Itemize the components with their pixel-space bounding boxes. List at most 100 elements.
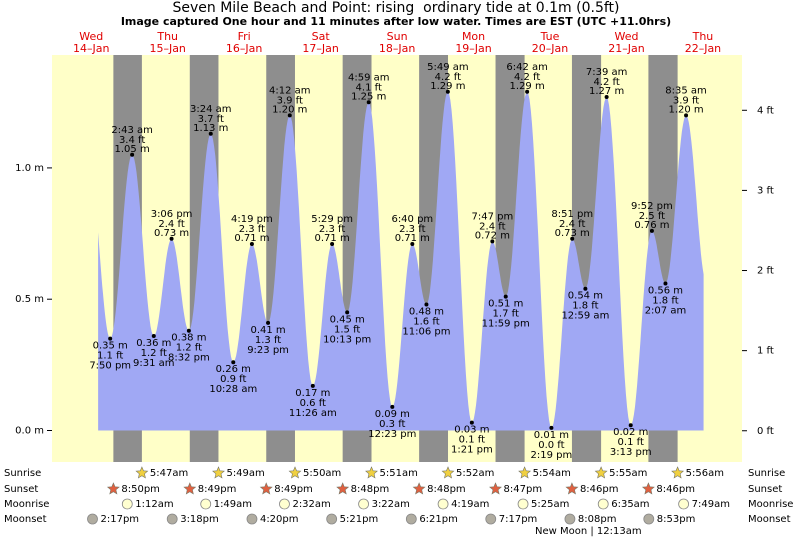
moonrise-icon [437,498,449,510]
tide-label: 4.2 ft [593,77,619,88]
tide-point [345,310,350,315]
tide-point [208,131,213,136]
tide-label: 0.48 m [409,306,444,317]
tide-label: 0.71 m [395,233,430,244]
almanac-time: 8:49pm [274,484,313,495]
tide-point [410,242,415,247]
moonset-icon [643,513,655,525]
tide-label: 1.2 ft [176,343,202,354]
moonset-icon [326,513,338,525]
tide-time: 3:24 am [190,104,232,115]
day-date: 17–Jan [302,42,338,55]
tide-label: 0.0 ft [538,440,564,451]
tide-label: 1.6 ft [413,316,439,327]
sun-icon [441,466,455,479]
tide-point [570,236,575,241]
tide-label: 1.27 m [589,86,624,97]
tide-label: 1.29 m [430,81,465,92]
moonset-icon [87,513,98,525]
tide-point [366,100,371,105]
y-tick-label: 1.0 m [15,163,44,174]
almanac-time: 5:55am [609,468,647,479]
sun-icon [259,482,273,495]
sun-icon [671,466,685,479]
almanac-time: 8:53pm [657,514,696,525]
tide-label: 0.54 m [568,291,603,302]
tide-time: 10:28 am [209,384,257,395]
day-weekday: Sat [312,30,331,43]
row-label: Moonset [748,514,791,525]
sun-icon [336,482,350,495]
row-label: Sunset [4,484,38,495]
tide-time: 12:23 pm [368,429,416,440]
tide-time: 7:47 pm [471,211,513,222]
tide-point [130,152,135,157]
tide-time: 9:31 am [133,358,175,369]
almanac-time: 8:46pm [656,484,695,495]
almanac-time: 3:22am [372,499,410,510]
almanac-time: 4:20pm [260,514,299,525]
tide-time: 8:35 am [665,85,707,96]
tide-label: 0.26 m [216,364,251,375]
almanac-time: 8:48pm [427,484,466,495]
tide-label: 0.45 m [330,314,365,325]
sun-icon [212,466,225,479]
tide-time: 11:06 pm [402,326,450,337]
sun-icon [641,482,655,495]
tide-label: 1.7 ft [493,309,519,320]
chart-subtitle: Image captured One hour and 11 minutes a… [121,15,671,28]
tide-time: 8:32 pm [168,353,210,364]
tide-label: 1.13 m [193,123,228,134]
tide-point [231,360,236,365]
sun-icon [365,466,378,479]
row-label: Moonrise [4,499,49,510]
sun-icon [594,466,608,479]
tide-label: 1.8 ft [652,295,678,306]
tide-label: 0.35 m [93,341,128,352]
tide-time: 4:19 pm [231,214,273,225]
tide-label: 3.7 ft [198,114,224,125]
almanac-time: 5:50am [303,468,341,479]
moonrise-icon [678,498,690,510]
sun-icon [518,466,532,479]
tide-time: 10:13 pm [323,334,371,345]
tide-label: 0.09 m [375,409,410,420]
tide-label: 1.3 ft [255,335,281,346]
almanac-time: 5:49am [226,468,264,479]
tide-label: 2.5 ft [639,211,665,222]
moonrise-icon [517,498,529,510]
tide-point [469,420,474,425]
day-date: 21–Jan [608,42,644,55]
almanac-time: 8:08pm [578,514,617,525]
day-date: 15–Jan [149,42,185,55]
sun-icon [412,482,426,495]
tide-point [249,242,254,247]
tide-label: 3.4 ft [119,135,145,146]
day-weekday: Mon [462,30,485,43]
moonrise-icon [597,498,609,510]
tide-label: 0.38 m [171,333,206,344]
tide-label: 0.73 m [154,228,189,239]
tide-point [151,333,156,338]
tide-time: 6:40 pm [391,214,433,225]
tide-label: 0.03 m [454,425,489,436]
tide-label: 4.2 ft [514,72,540,83]
day-weekday: Tue [540,30,560,43]
almanac-time: 5:47am [150,468,188,479]
tide-label: 1.8 ft [572,301,598,312]
tide-label: 3.9 ft [277,95,303,106]
tide-time: 4:12 am [269,85,311,96]
tide-label: 4.1 ft [356,82,382,93]
sun-icon [288,466,302,479]
y2-tick-label: 4 ft [757,105,774,116]
almanac-time: 5:52am [456,468,494,479]
almanac-time: 5:54am [533,468,571,479]
tide-label: 2.3 ft [399,224,425,235]
tide-label: 1.2 ft [141,348,167,359]
tide-label: 0.1 ft [459,435,485,446]
moonrise-icon [358,498,369,510]
tide-point [330,242,335,247]
tide-label: 2.4 ft [559,219,585,230]
tide-point [108,336,113,341]
